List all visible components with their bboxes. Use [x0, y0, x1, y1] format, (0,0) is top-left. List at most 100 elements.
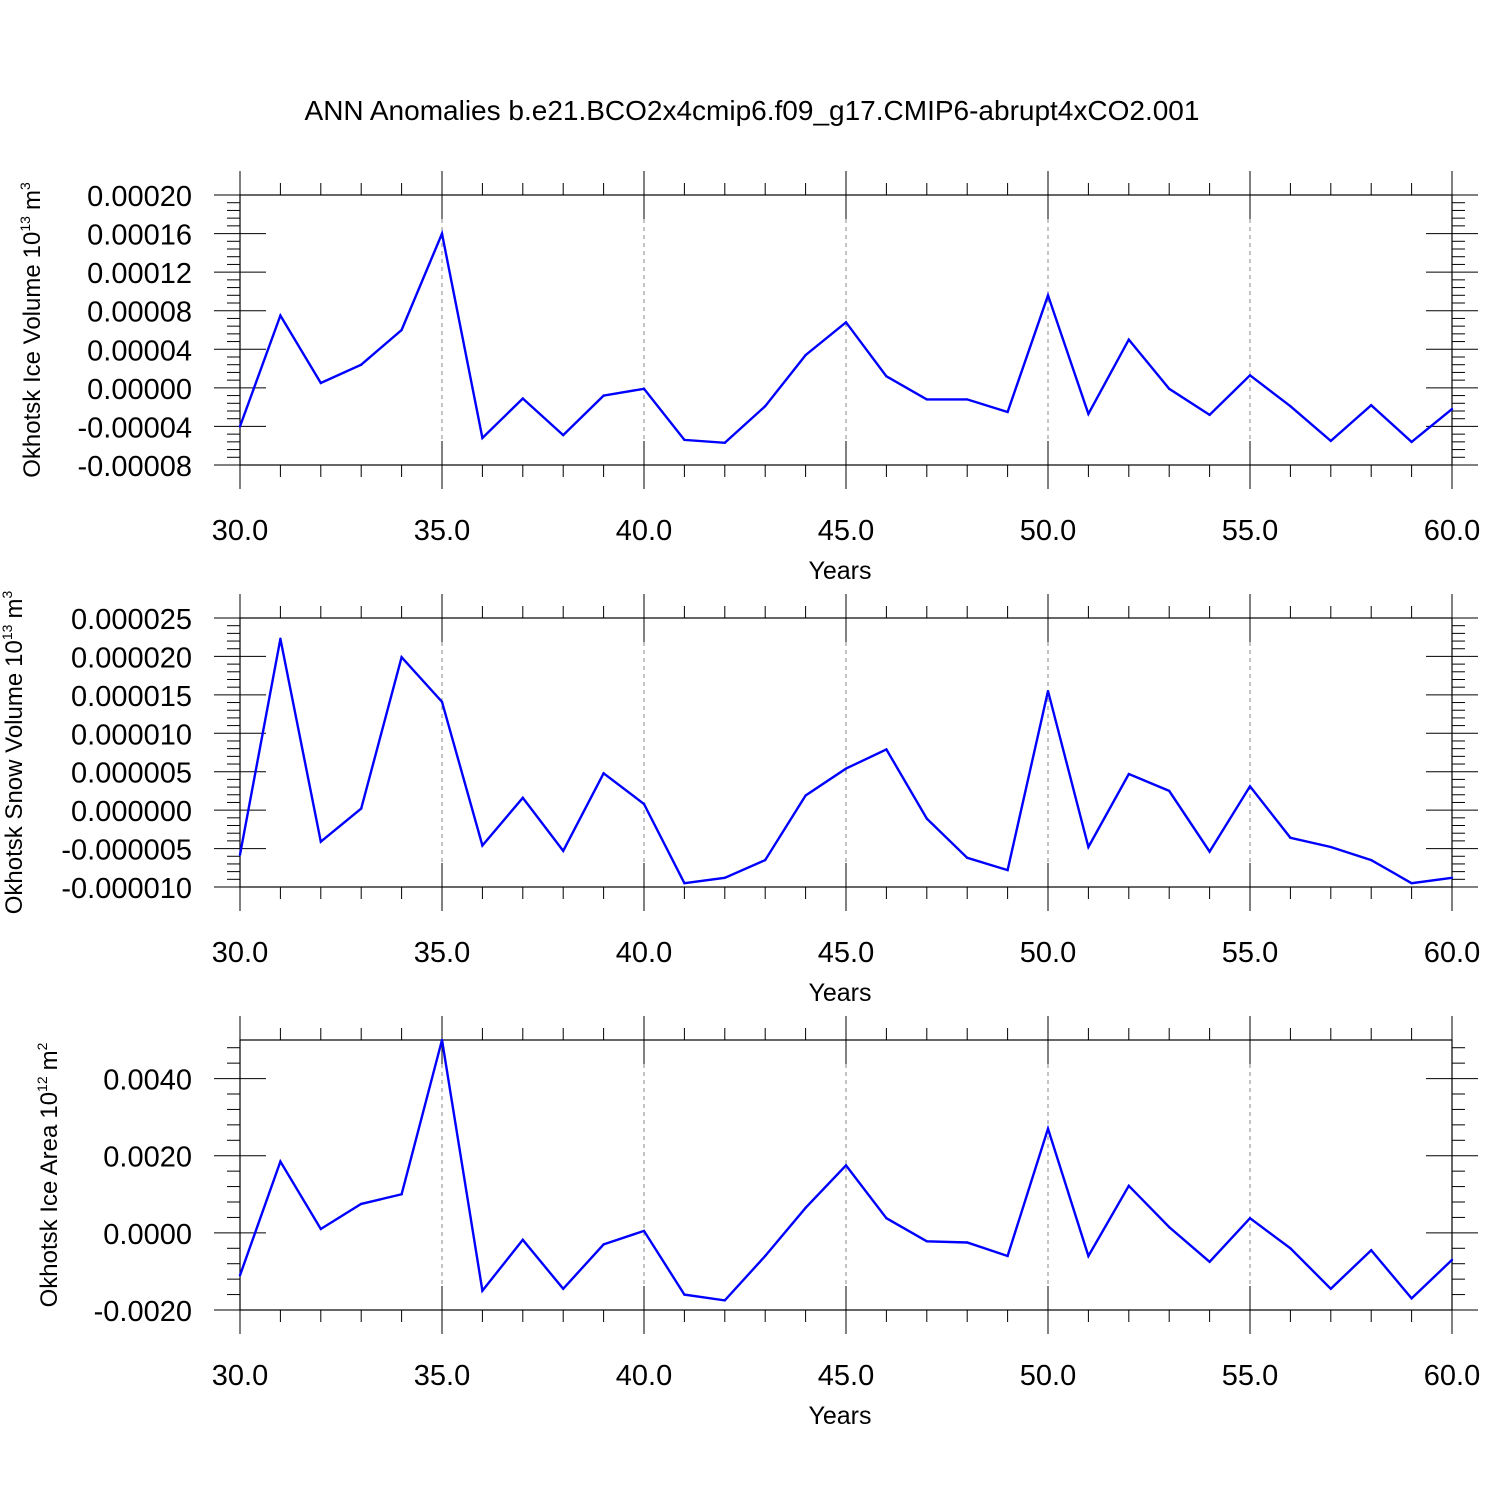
data-point	[1087, 412, 1090, 416]
data-point	[1289, 836, 1292, 840]
x-tick-label: 60.0	[1424, 937, 1480, 969]
data-point	[238, 1274, 242, 1277]
x-tick-label: 45.0	[818, 937, 874, 969]
data-point	[723, 876, 726, 879]
y-axis-unit-exponent: 13	[0, 624, 15, 640]
data-point	[319, 381, 322, 385]
data-point	[1450, 876, 1454, 879]
data-point	[360, 807, 363, 810]
y-axis-unit-base: 10	[1, 640, 28, 667]
y-tick-label: -0.00004	[78, 412, 193, 444]
panel-snow-volume: 30.0 35.0 40.0 45.0 50.0 55.0 60.0 -0.000010 -0.…	[0, 591, 1480, 1007]
data-point	[279, 637, 282, 640]
panel-ice-volume: 30.0 35.0 40.0 45.0 50.0 55.0 60.0 -0.00008 -0.0…	[17, 171, 1480, 585]
data-point	[1450, 1258, 1454, 1262]
data-point	[966, 398, 969, 401]
data-point	[1329, 439, 1333, 443]
data-point	[1006, 1254, 1009, 1258]
data-point	[521, 397, 524, 400]
data-point	[764, 858, 767, 862]
data-point	[1410, 1297, 1413, 1300]
data-point	[481, 436, 484, 440]
y-axis-suffix-exponent: 3	[17, 182, 33, 190]
x-tick-label: 40.0	[616, 1360, 672, 1392]
x-tick-label: 35.0	[414, 937, 470, 969]
y-axis-unit-suffix: m	[1, 599, 28, 619]
y-tick-label: 0.00004	[87, 335, 192, 367]
x-tick-label: 55.0	[1222, 1360, 1278, 1392]
y-axis-label-text: Okhotsk Snow Volume	[1, 673, 28, 914]
data-point	[238, 853, 242, 856]
data-point	[1208, 1260, 1211, 1263]
y-tick-label: 0.00012	[87, 258, 192, 290]
x-tick-label: 45.0	[818, 515, 874, 547]
y-tick-label: 0.0020	[103, 1142, 192, 1174]
data-point	[764, 404, 767, 408]
y-axis-suffix-exponent: 2	[34, 1042, 50, 1050]
figure-title: ANN Anomalies b.e21.BCO2x4cmip6.f09_g17.…	[305, 95, 1200, 126]
data-point	[1087, 845, 1090, 849]
y-axis-unit-suffix: m	[19, 190, 46, 210]
y-tick-label: 0.000010	[71, 719, 192, 751]
x-tick-label: 55.0	[1222, 515, 1278, 547]
x-tick-label: 45.0	[818, 1360, 874, 1392]
data-point	[440, 232, 444, 235]
y-axis-unit-base: 10	[19, 232, 46, 259]
x-tick-label: 30.0	[212, 1360, 268, 1392]
data-point	[562, 433, 565, 437]
data-point	[481, 844, 484, 847]
data-point	[885, 748, 888, 751]
data-point	[723, 441, 726, 445]
data-point	[1329, 845, 1333, 849]
data-point	[360, 1202, 363, 1206]
data-point	[319, 840, 322, 843]
data-point	[562, 1287, 565, 1290]
data-point	[1370, 1249, 1373, 1252]
x-tick-label: 40.0	[616, 515, 672, 547]
x-tick-label: 30.0	[212, 515, 268, 547]
data-point	[642, 802, 646, 806]
data-point	[319, 1227, 322, 1231]
data-point	[804, 794, 807, 797]
y-tick-label: -0.000005	[61, 835, 192, 867]
y-axis-title: Okhotsk Snow Volume 1013 m3	[0, 591, 28, 915]
data-point	[1370, 858, 1373, 862]
data-point	[1248, 1217, 1252, 1220]
x-tick-label: 30.0	[212, 937, 268, 969]
data-point	[844, 767, 848, 770]
data-point	[764, 1254, 767, 1258]
data-point	[642, 387, 646, 391]
data-point	[1006, 868, 1009, 872]
y-tick-label: -0.000010	[61, 873, 192, 905]
data-point	[279, 1160, 282, 1163]
y-tick-label: -0.00008	[78, 451, 193, 483]
y-tick-label: 0.0040	[103, 1065, 192, 1097]
data-point	[440, 1038, 444, 1042]
y-tick-label: 0.00020	[87, 181, 192, 213]
data-point	[1168, 387, 1171, 391]
data-point	[683, 1293, 686, 1296]
x-axis-title: Years	[808, 1402, 871, 1430]
y-axis-title: Okhotsk Ice Volume 1013 m3	[17, 182, 46, 478]
data-point	[804, 1206, 807, 1209]
x-tick-label: 50.0	[1020, 1360, 1076, 1392]
data-point	[360, 363, 363, 366]
data-point	[642, 1229, 646, 1233]
data-point	[1208, 850, 1211, 853]
y-tick-label: 0.000020	[71, 642, 192, 674]
data-point	[966, 856, 969, 859]
x-tick-label: 50.0	[1020, 937, 1076, 969]
data-point	[400, 655, 403, 659]
data-point	[925, 817, 928, 820]
data-point	[844, 321, 848, 324]
data-point	[844, 1164, 848, 1167]
y-tick-label: 0.00008	[87, 297, 192, 329]
data-point	[885, 375, 888, 378]
data-point	[481, 1289, 484, 1292]
data-point	[400, 328, 403, 332]
data-point	[562, 849, 565, 853]
x-tick-label: 40.0	[616, 937, 672, 969]
y-axis-label-text: Okhotsk Ice Volume	[19, 264, 46, 477]
data-point	[723, 1299, 726, 1302]
data-point	[1248, 785, 1252, 788]
